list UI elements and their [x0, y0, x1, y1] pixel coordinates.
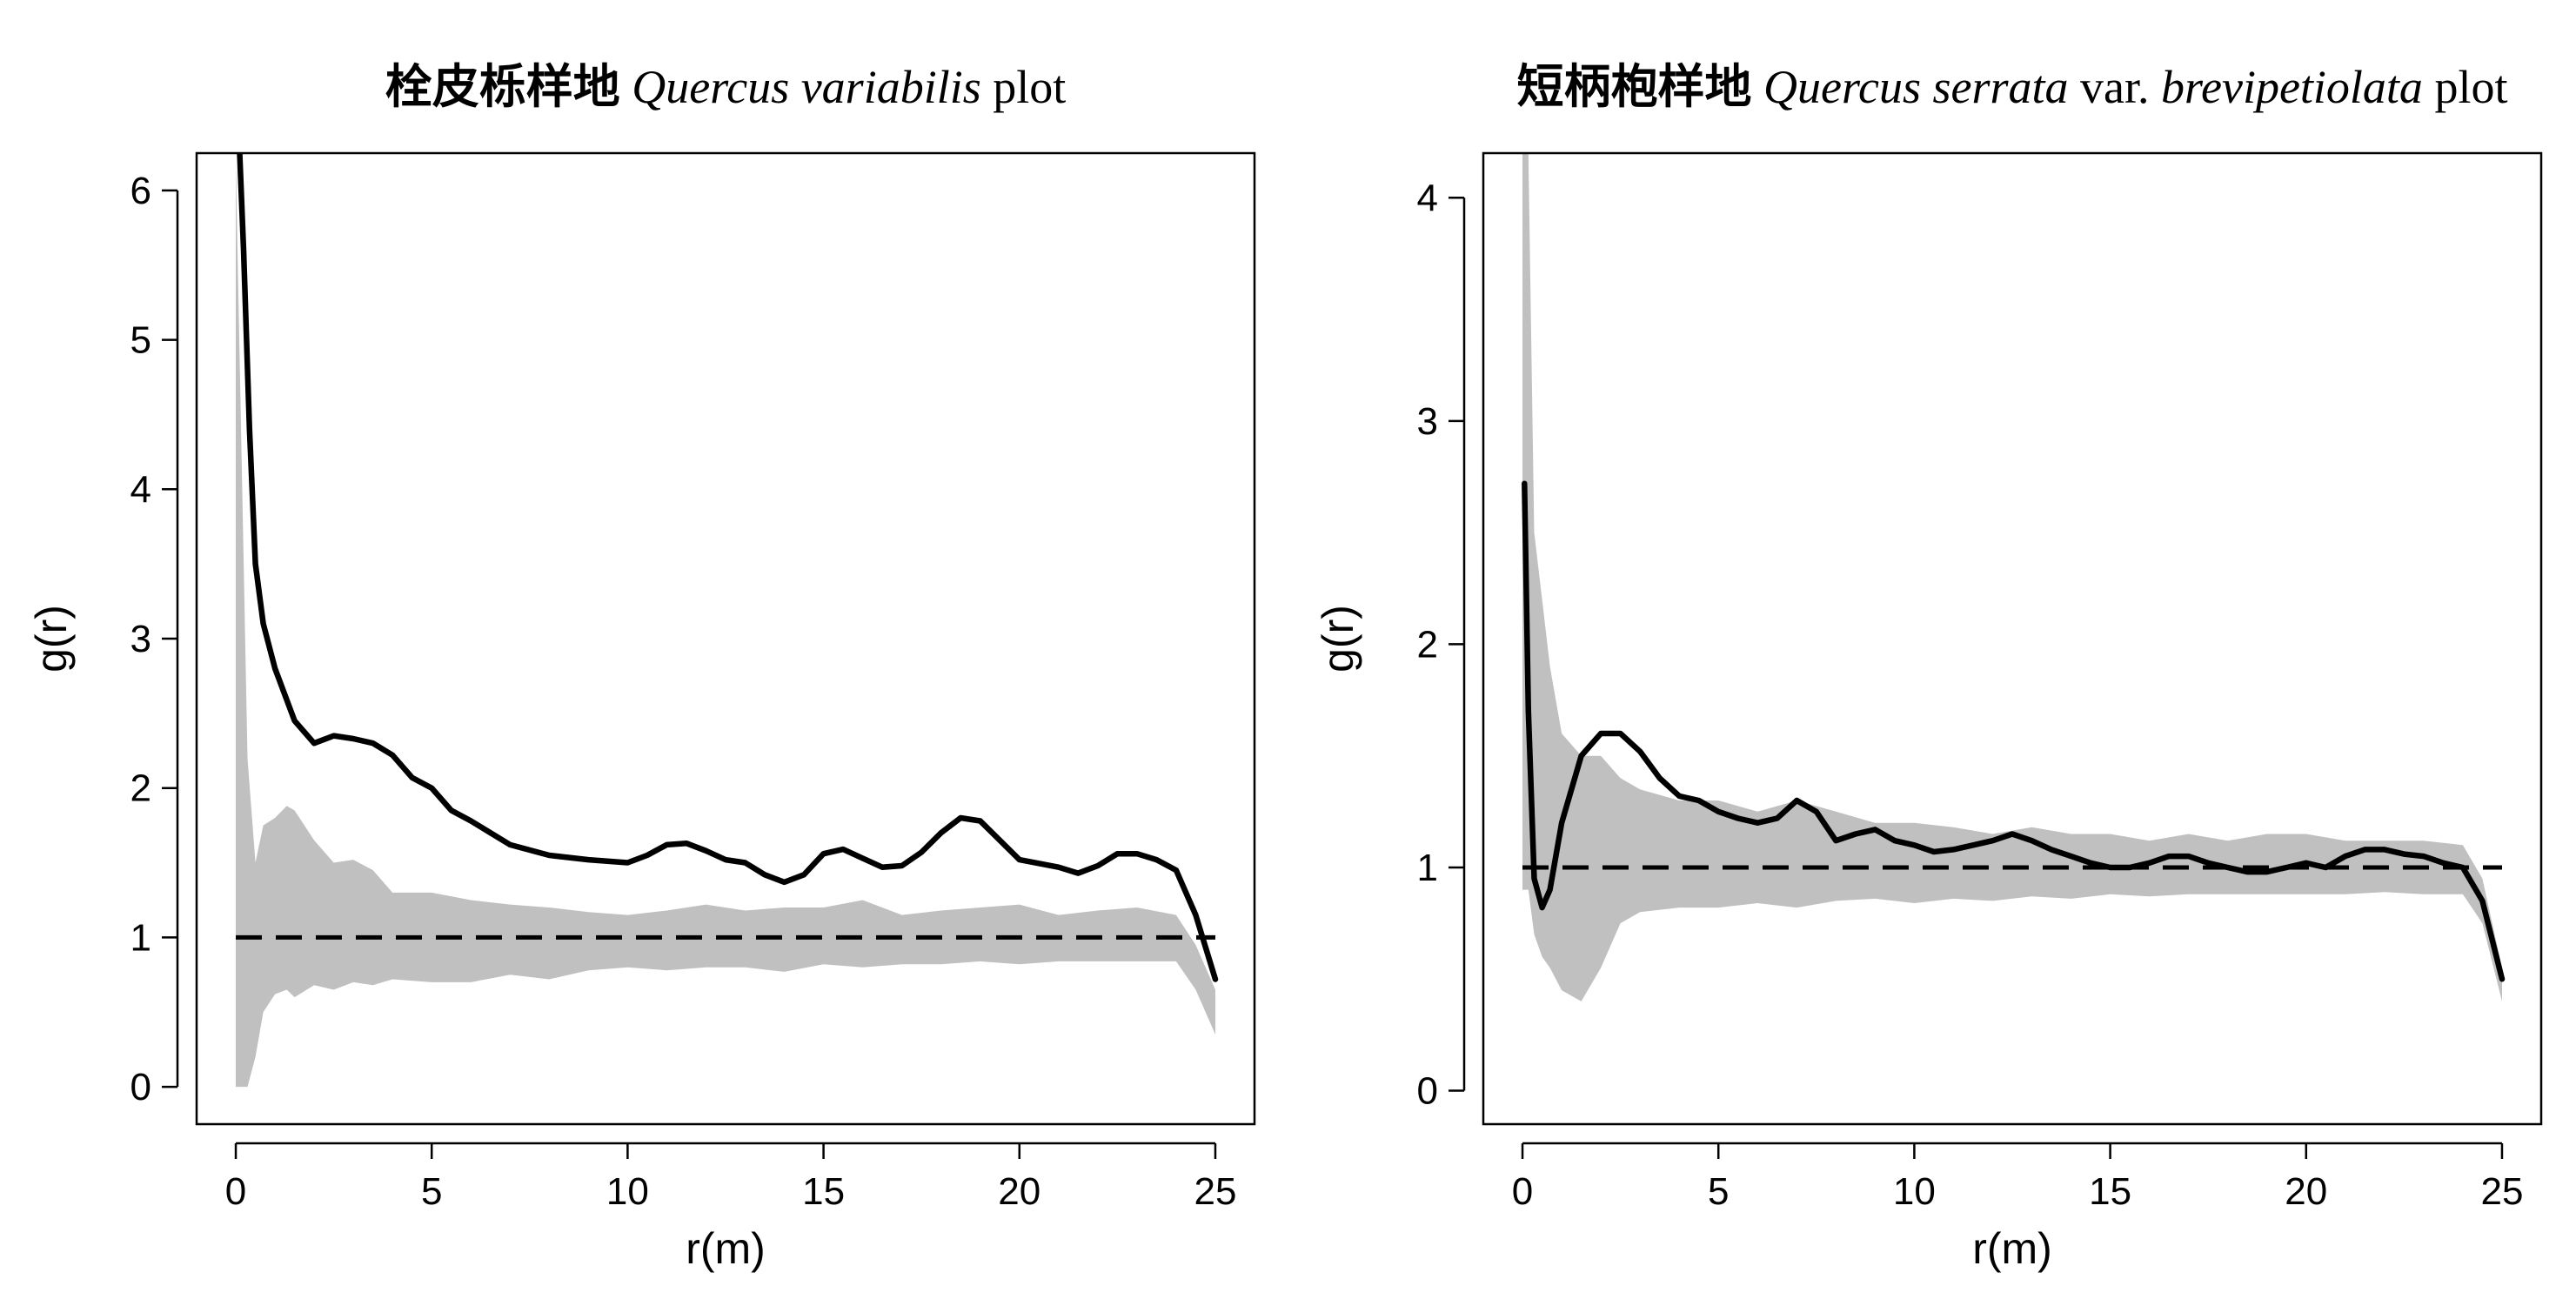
y-tick-label: 2: [1417, 623, 1438, 666]
y-tick-label: 6: [130, 170, 151, 212]
x-tick-label: 0: [1512, 1170, 1533, 1213]
y-tick-label: 3: [1417, 400, 1438, 443]
y-tick-label: 3: [130, 618, 151, 660]
x-tick-label: 0: [225, 1170, 246, 1213]
x-axis-title: r(m): [1972, 1224, 2052, 1273]
x-tick-label: 10: [1893, 1170, 1936, 1213]
x-tick-label: 20: [2285, 1170, 2327, 1213]
chart-title-part: var.: [2069, 61, 2161, 113]
y-tick-label: 0: [130, 1066, 151, 1108]
plot-area: [1522, 153, 2506, 1001]
chart-title-part: 栓皮栎样地: [385, 61, 632, 113]
chart-title-part: Quercus variabilis: [632, 61, 980, 113]
x-axis-title: r(m): [686, 1224, 766, 1273]
x-tick-label: 15: [802, 1170, 845, 1213]
chart-title-part: plot: [2423, 61, 2508, 113]
y-tick-label: 4: [1417, 177, 1438, 219]
chart-title: 栓皮栎样地 Quercus variabilis plot: [385, 61, 1066, 113]
chart-panel-1: 0 5 10 15 20 25 0 1 2 3 4 5 6 r(m) g(r) 栓皮栎样地 Quercus v…: [27, 61, 1256, 1273]
y-tick-label: 4: [130, 468, 151, 511]
y-tick-label: 5: [130, 319, 151, 362]
y-tick-label: 1: [130, 916, 151, 959]
y-tick-label: 2: [130, 767, 151, 810]
plot-frame: [1482, 151, 2543, 1126]
x-tick-label: 10: [606, 1170, 649, 1213]
x-tick-label: 25: [2480, 1170, 2523, 1213]
y-axis-title: g(r): [27, 605, 76, 673]
chart-title-part: brevipetiolata: [2161, 61, 2423, 113]
y-tick-label: 0: [1417, 1070, 1438, 1113]
x-tick-label: 25: [1194, 1170, 1236, 1213]
x-tick-label: 5: [1708, 1170, 1729, 1213]
x-tick-label: 15: [2089, 1170, 2131, 1213]
plot-area: [236, 153, 1219, 1088]
chart-title-part: 短柄枹样地: [1517, 61, 1764, 113]
y-tick-label: 1: [1417, 847, 1438, 889]
x-tick-label: 20: [998, 1170, 1040, 1213]
y-axis-title: g(r): [1314, 605, 1362, 673]
x-tick-label: 5: [421, 1170, 442, 1213]
chart-panel-2: 0 5 10 15 20 25 0 1 2 3 4 r(m) g(r) 短柄枹样地 Quercus ser…: [1314, 61, 2543, 1273]
observed-gr-line: [237, 153, 1219, 982]
chart-title-part: plot: [981, 61, 1067, 113]
chart-title-part: Quercus serrata: [1763, 61, 2068, 113]
chart-title: 短柄枹样地 Quercus serrata var. brevipetiolat…: [1517, 61, 2508, 113]
plot-frame: [195, 151, 1256, 1126]
